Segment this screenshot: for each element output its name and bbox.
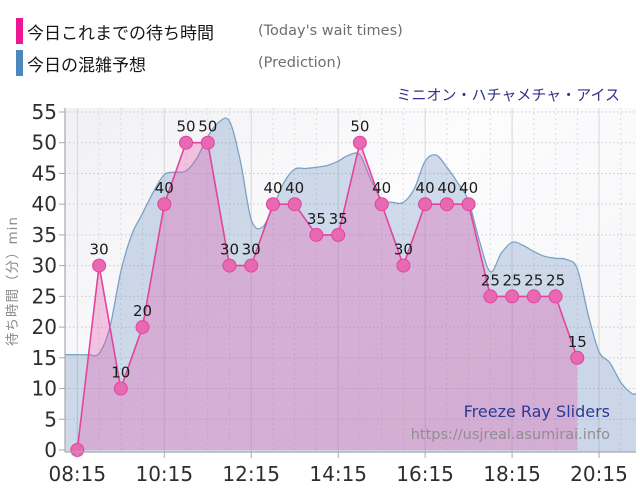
data-point[interactable] bbox=[461, 197, 476, 212]
legend-swatch-prediction bbox=[16, 50, 23, 76]
data-point-label: 25 bbox=[524, 271, 543, 289]
data-point[interactable] bbox=[439, 197, 454, 212]
prediction-line bbox=[64, 117, 637, 395]
data-point[interactable] bbox=[548, 289, 563, 304]
watermark-url: https://usjreal.asumirai.info bbox=[411, 427, 610, 443]
data-point-label: 30 bbox=[90, 241, 109, 259]
y-tick-label: 50 bbox=[32, 131, 57, 155]
x-axis-tick-labels: 08:15 10:15 12:15 14:15 16:15 18:15 20:15 bbox=[48, 462, 627, 486]
x-tick-label: 20:15 bbox=[570, 462, 628, 486]
y-axis-title: 待ち時間（分）min bbox=[5, 216, 21, 346]
data-point[interactable] bbox=[287, 197, 302, 212]
data-point-label: 30 bbox=[242, 241, 261, 259]
x-tick-label: 18:15 bbox=[483, 462, 541, 486]
data-point[interactable] bbox=[200, 135, 215, 150]
data-point-label: 20 bbox=[133, 302, 152, 320]
data-point[interactable] bbox=[352, 135, 367, 150]
y-tick-label: 55 bbox=[32, 100, 57, 124]
y-tick-label: 40 bbox=[32, 192, 57, 216]
y-tick-label: 25 bbox=[32, 284, 57, 308]
data-point-label: 15 bbox=[568, 333, 587, 351]
data-point-label: 10 bbox=[111, 364, 130, 382]
data-point[interactable] bbox=[526, 289, 541, 304]
legend-swatch-actual bbox=[16, 18, 23, 44]
data-point[interactable] bbox=[396, 258, 411, 273]
data-point[interactable] bbox=[135, 320, 150, 335]
x-tick-label: 08:15 bbox=[48, 462, 106, 486]
data-point[interactable] bbox=[222, 258, 237, 273]
actual-area bbox=[77, 142, 578, 450]
data-point-label: 40 bbox=[263, 179, 282, 197]
y-tick-label: 15 bbox=[32, 346, 57, 370]
y-tick-label: 35 bbox=[32, 223, 57, 247]
data-point-label: 40 bbox=[459, 179, 478, 197]
data-point[interactable] bbox=[92, 258, 107, 273]
data-point[interactable] bbox=[570, 350, 585, 365]
data-point[interactable] bbox=[331, 227, 346, 242]
data-point-label: 50 bbox=[350, 118, 369, 136]
axes bbox=[59, 108, 636, 458]
data-point-label: 40 bbox=[155, 179, 174, 197]
data-point[interactable] bbox=[244, 258, 259, 273]
data-point[interactable] bbox=[157, 197, 172, 212]
data-point-label: 40 bbox=[285, 179, 304, 197]
data-point[interactable] bbox=[418, 197, 433, 212]
legend-label-actual-jp: 今日これまでの待ち時間 bbox=[27, 23, 214, 44]
data-point[interactable] bbox=[309, 227, 324, 242]
data-point[interactable] bbox=[374, 197, 389, 212]
y-tick-label: 5 bbox=[44, 407, 57, 431]
data-point-label: 50 bbox=[176, 118, 195, 136]
attraction-title: ミニオン・ハチャメチャ・アイス bbox=[396, 86, 620, 104]
data-point-label: 25 bbox=[546, 271, 565, 289]
data-point-label: 40 bbox=[437, 179, 456, 197]
legend-label-prediction-en: (Prediction) bbox=[258, 55, 342, 71]
legend-label-prediction-jp: 今日の混雑予想 bbox=[27, 55, 146, 76]
data-point[interactable] bbox=[113, 381, 128, 396]
data-point-label: 35 bbox=[307, 210, 326, 228]
data-point-label: 30 bbox=[394, 241, 413, 259]
y-tick-label: 20 bbox=[32, 315, 57, 339]
data-point[interactable] bbox=[483, 289, 498, 304]
data-point-label: 35 bbox=[329, 210, 348, 228]
data-point-label: 40 bbox=[416, 179, 435, 197]
data-point[interactable] bbox=[266, 197, 280, 212]
legend-label-actual-en: (Today's wait times) bbox=[258, 23, 403, 39]
legend-item-prediction[interactable]: 今日の混雑予想 (Prediction) bbox=[16, 48, 341, 78]
data-point-label: 40 bbox=[372, 179, 391, 197]
x-tick-label: 16:15 bbox=[396, 462, 454, 486]
data-point-label: 30 bbox=[220, 241, 239, 259]
data-point-label: 25 bbox=[503, 271, 522, 289]
y-tick-label: 45 bbox=[32, 162, 57, 186]
y-axis-tick-labels: 0 5 10 15 20 25 30 35 40 45 50 55 bbox=[32, 100, 57, 462]
data-point[interactable] bbox=[179, 135, 193, 150]
legend-item-actual[interactable]: 今日これまでの待ち時間 (Today's wait times) bbox=[16, 16, 403, 46]
y-tick-label: 10 bbox=[32, 377, 57, 401]
watermark-brand: Freeze Ray Sliders bbox=[464, 402, 610, 421]
data-point-label: 50 bbox=[198, 118, 217, 136]
plot-background bbox=[65, 108, 636, 452]
x-tick-label: 12:15 bbox=[222, 462, 280, 486]
gridlines bbox=[65, 108, 636, 452]
prediction-series bbox=[64, 117, 637, 453]
x-tick-label: 14:15 bbox=[309, 462, 367, 486]
y-tick-label: 30 bbox=[32, 254, 57, 278]
x-tick-label: 10:15 bbox=[135, 462, 193, 486]
data-point-label: 25 bbox=[481, 271, 500, 289]
data-point[interactable] bbox=[505, 289, 520, 304]
y-tick-label: 0 bbox=[44, 438, 57, 462]
prediction-area bbox=[65, 118, 636, 453]
